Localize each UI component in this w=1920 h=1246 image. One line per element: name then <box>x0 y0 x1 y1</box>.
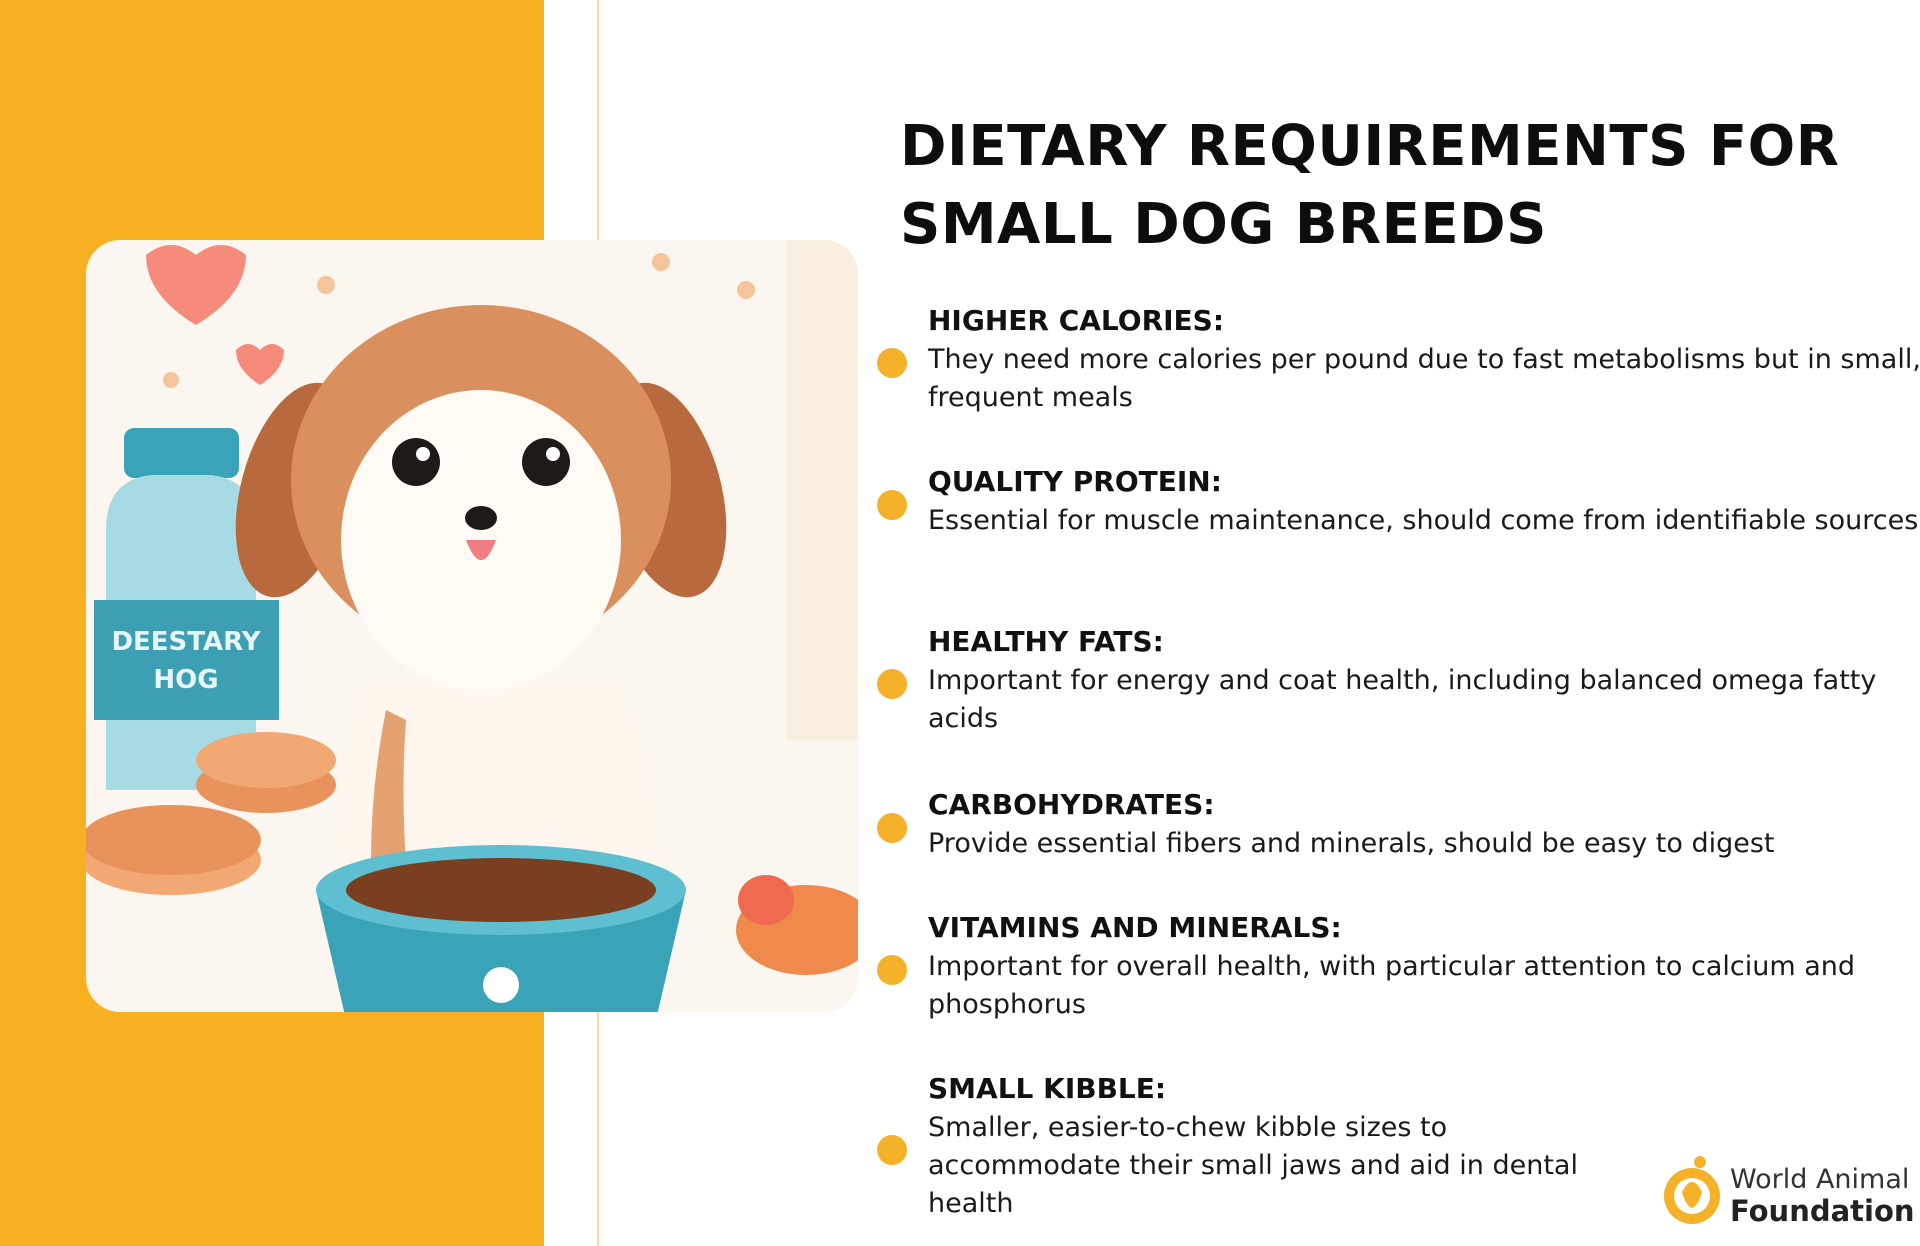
list-item: VITAMINS AND MINERALS: Important for over… <box>928 910 1920 1024</box>
list-item: CARBOHYDRATES: Provide essential fibers a… <box>928 787 1920 863</box>
logo-icon <box>1664 1156 1720 1224</box>
list-item: HEALTHY FATS: Important for energy and co… <box>928 624 1920 738</box>
item-heading: HIGHER CALORIES: <box>928 304 1225 337</box>
item-text: Provide essential fibers and minerals, s… <box>928 828 1775 859</box>
bullet <box>877 1135 907 1165</box>
item-text: Important for overall health, with parti… <box>928 951 1856 1020</box>
item-heading: CARBOHYDRATES: <box>928 788 1215 821</box>
logo: World Animal Foundation <box>1660 1152 1915 1232</box>
bullet <box>877 813 907 843</box>
item-heading: VITAMINS AND MINERALS: <box>928 911 1342 944</box>
list-item: QUALITY PROTEIN: Essential for muscle mai… <box>928 464 1920 540</box>
bullet <box>877 669 907 699</box>
bullet <box>877 490 907 520</box>
item-heading: SMALL KIBBLE: <box>928 1072 1167 1105</box>
bottle-label: DEESTARY <box>111 627 261 657</box>
bullet <box>877 955 907 985</box>
item-text: Essential for muscle maintenance, should… <box>928 505 1919 536</box>
list-item: SMALL KIBBLE: Smaller, easier-to-chew kib… <box>928 1071 1628 1223</box>
logo-text: Foundation <box>1730 1194 1915 1228</box>
illustration: DEESTARY HOG <box>86 240 858 1012</box>
title: DIETARY REQUIREMENTS FOR SMALL DOG BREED… <box>900 114 1840 257</box>
bullet <box>877 348 907 378</box>
item-text: Smaller, easier-to-chew kibble sizes to … <box>928 1112 1578 1219</box>
item-heading: HEALTHY FATS: <box>928 625 1164 658</box>
item-text: They need more calories per pound due to… <box>928 344 1920 413</box>
item-heading: QUALITY PROTEIN: <box>928 465 1222 498</box>
bottle-label: HOG <box>153 665 218 695</box>
item-text: Important for energy and coat health, in… <box>928 665 1877 734</box>
list-item: HIGHER CALORIES: They need more calories … <box>928 303 1920 417</box>
logo-text: World Animal <box>1730 1164 1910 1195</box>
